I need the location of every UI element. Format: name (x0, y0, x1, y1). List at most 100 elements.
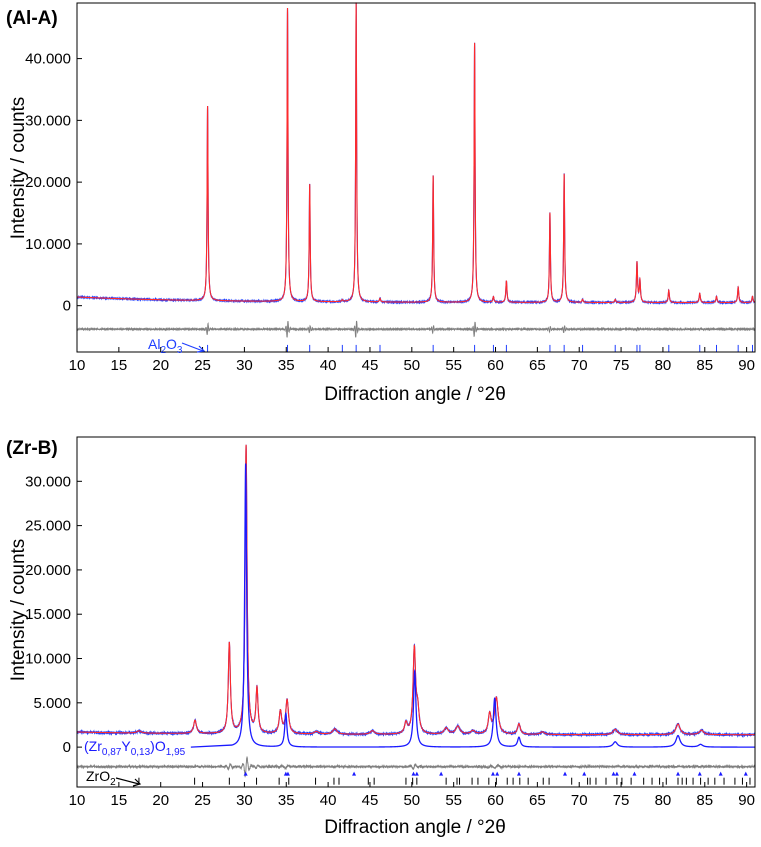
panel-label: (Zr-B) (6, 438, 58, 459)
x-tick-label: 10 (69, 792, 86, 809)
phase-label-al2o3: Al2O3 (148, 336, 206, 356)
observed-curve (76, 2, 756, 305)
plot-curves (76, 2, 756, 338)
x-tick-label: 25 (194, 792, 211, 809)
y-tick-label: 25.000 (25, 518, 71, 535)
x-tick-label: 45 (362, 792, 379, 809)
label-sub: 3 (177, 345, 183, 356)
phase-label-zro2: ZrO2 (86, 768, 142, 788)
x-axis-title: Diffraction angle / °2θ (324, 817, 506, 838)
y-tick-label: 0 (63, 298, 71, 315)
reflection-marker (439, 771, 444, 776)
plot-frame (76, 2, 756, 353)
arrow-line (181, 342, 204, 352)
x-tick-label: 15 (111, 792, 128, 809)
x-tick-label: 60 (487, 357, 504, 374)
arrow-line (115, 777, 140, 785)
x-tick-label: 90 (738, 792, 755, 809)
reflection-marker (582, 771, 587, 776)
x-tick-label: 35 (278, 792, 295, 809)
x-tick-label: 30 (236, 357, 253, 374)
x-tick-label: 40 (320, 357, 337, 374)
y-tick-label: 10.000 (25, 651, 71, 668)
svg-text:Al2O3: Al2O3 (148, 336, 183, 356)
x-tick-label: 80 (655, 357, 672, 374)
label-part: O (166, 336, 177, 352)
x-tick-label: 70 (571, 792, 588, 809)
x-tick-label: 45 (362, 357, 379, 374)
reflection-marker (414, 771, 419, 776)
label-sub: 2 (160, 345, 166, 356)
reflection-marker (611, 771, 616, 776)
label-sub: 0,13 (131, 747, 151, 758)
x-tick-label: 65 (529, 357, 546, 374)
reflection-marker (614, 771, 619, 776)
y-tick-label: 20.000 (25, 562, 71, 579)
label-part: ZrO (86, 768, 110, 784)
y-tick-label: 40.000 (25, 51, 71, 68)
difference-curve (76, 756, 756, 778)
x-tick-label: 40 (320, 792, 337, 809)
y-ticks: 0 10.000 20.000 30.000 40.000 (25, 51, 82, 315)
calculated-curve (77, 2, 756, 304)
x-tick-label: 50 (403, 792, 420, 809)
x-tick-label: 75 (613, 357, 630, 374)
y-axis-title: Intensity / counts (8, 97, 29, 240)
arrow-head-icon (196, 345, 206, 353)
y-tick-label: 15.000 (25, 606, 71, 623)
x-axis-title: Diffraction angle / °2θ (324, 384, 506, 405)
x-tick-label: 50 (403, 357, 420, 374)
x-ticks: 10 15 20 25 30 35 40 45 50 55 60 65 70 75 80 85 90 (69, 347, 755, 374)
reflection-marker (697, 771, 702, 776)
x-tick-label: 55 (445, 357, 462, 374)
x-tick-label: 20 (152, 792, 169, 809)
x-tick-label: 35 (278, 357, 295, 374)
x-tick-label: 75 (613, 792, 630, 809)
reflection-marker (718, 771, 723, 776)
reflection-marker (491, 771, 496, 776)
x-tick-label: 85 (696, 357, 713, 374)
y-axis-title: Intensity / counts (8, 539, 29, 682)
y-tick-label: 5.000 (33, 695, 71, 712)
reflection-marker (352, 771, 357, 776)
reflection-marker (743, 771, 748, 776)
reflection-marker (675, 771, 680, 776)
panel-al-a: (Al-A) Intensity / counts Diffraction an… (6, 2, 756, 405)
reflection-marker (632, 771, 637, 776)
phase-label-cubic: (Zr0,87Y0,13)O1,95 (84, 738, 186, 758)
label-sub: 0,87 (102, 747, 122, 758)
plot-frame (76, 436, 756, 788)
label-part: Y (121, 738, 131, 754)
reflection-marker (562, 771, 567, 776)
reflection-markers (138, 771, 751, 785)
x-tick-label: 15 (111, 357, 128, 374)
x-tick-label: 60 (487, 792, 504, 809)
x-tick-label: 90 (738, 357, 755, 374)
label-part: )O (150, 738, 166, 754)
x-tick-label: 10 (69, 357, 86, 374)
reflection-marker (411, 771, 416, 776)
arrow-head-icon (132, 778, 142, 787)
label-part: Al (148, 336, 160, 352)
reflection-markers (207, 344, 753, 352)
y-tick-label: 0 (63, 739, 71, 756)
x-tick-label: 85 (696, 792, 713, 809)
y-tick-label: 10.000 (25, 236, 71, 253)
difference-curve (76, 320, 756, 338)
y-tick-label: 30.000 (25, 112, 71, 129)
y-ticks: 0 5.000 10.000 15.000 20.000 25.000 30.000 (25, 473, 82, 756)
x-tick-label: 65 (529, 792, 546, 809)
reflection-marker (243, 771, 248, 776)
label-sub: 2 (110, 777, 116, 788)
panel-zr-b: (Zr-B) Intensity / counts Diffraction an… (6, 436, 756, 838)
x-ticks: 10 15 20 25 30 35 40 45 50 55 60 65 70 75 80 85 90 (69, 782, 755, 809)
x-tick-label: 80 (655, 792, 672, 809)
x-tick-label: 20 (152, 357, 169, 374)
reflection-marker (285, 771, 290, 776)
plot-curves (76, 444, 756, 778)
label-part: (Zr (84, 738, 102, 754)
y-tick-label: 30.000 (25, 473, 71, 490)
cubic-phase-curve (190, 463, 755, 748)
